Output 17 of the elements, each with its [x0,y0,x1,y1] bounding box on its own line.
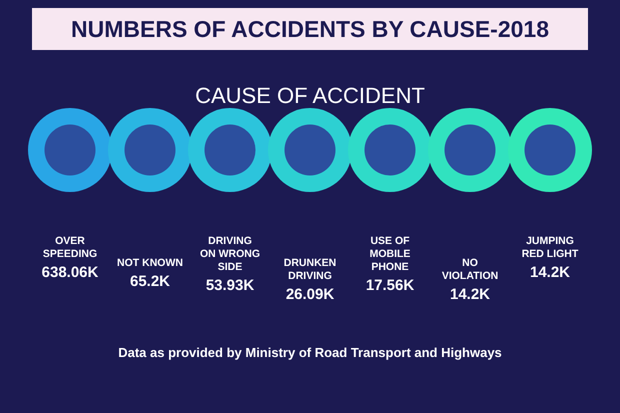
category-label: NO VIOLATION [442,257,498,282]
data-label: 638.06K [42,264,99,281]
category-label: USE OF MOBILE PHONE [370,235,410,273]
text: Data as provided by Ministry of Road Transport and Highways [118,345,502,360]
category-label: DRIVING ON WRONG SIDE [200,235,260,273]
data-label: 53.93K [206,277,254,294]
data-label: 26.09K [286,286,334,303]
text: NUMBERS OF ACCIDENTS BY CAUSE-2018 [71,16,550,42]
text: CAUSE OF ACCIDENT [195,83,425,108]
category-label: NOT KNOWN [117,257,183,269]
category-label: JUMPING RED LIGHT [522,235,579,260]
data-label: 65.2K [130,273,170,290]
data-label: 14.2K [530,264,570,281]
category-label: OVER SPEEDING [42,235,98,260]
data-label: 17.56K [366,277,414,294]
data-label: 14.2K [450,286,490,303]
category-label: DRUNKEN DRIVING [284,257,336,282]
